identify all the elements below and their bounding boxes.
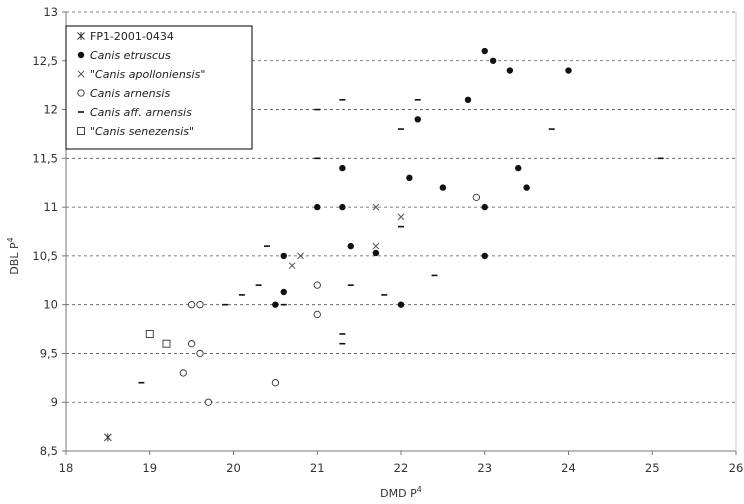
legend-label-3: Canis arnensis (90, 87, 170, 100)
data-point-series-1 (481, 47, 488, 55)
data-point-series-3 (472, 193, 481, 202)
data-point-series-2 (372, 203, 380, 211)
legend-marker-2 (77, 70, 85, 78)
legend-marker-3 (77, 89, 85, 97)
x-tick-label: 22 (394, 461, 409, 475)
legend-label-0: FP1-2001-0434 (90, 30, 174, 43)
y-tick-label: 13 (43, 5, 58, 19)
x-tick-label: 26 (729, 461, 744, 475)
data-point-series-3 (187, 340, 196, 348)
legend-marker-0 (77, 32, 85, 40)
legend-label-4: Canis aff. arnensis (90, 106, 192, 119)
data-point-series-5 (145, 329, 154, 338)
data-point-series-1 (414, 116, 421, 123)
legend-marker-5 (77, 127, 85, 135)
data-point-series-1 (347, 242, 354, 250)
x-tick-label: 25 (645, 461, 660, 475)
y-tick-label: 11 (43, 200, 58, 214)
data-points (104, 47, 664, 442)
legend-box (65, 25, 253, 150)
data-point-series-1 (372, 249, 380, 257)
legend: FP1-2001-0434 Canis etruscus "Canis apollo… (65, 25, 253, 150)
grid-lines (66, 11, 736, 403)
x-tick-label: 20 (226, 461, 241, 475)
y-tick-label: 9 (51, 395, 58, 409)
data-point-series-3 (196, 349, 204, 358)
data-point-series-3 (313, 310, 321, 319)
y-axis-title: DBL P4 (6, 237, 21, 274)
y-tick-label: 10 (43, 298, 58, 312)
x-tick-label: 24 (561, 461, 576, 475)
data-point-series-1 (506, 67, 514, 74)
data-point-series-1 (481, 252, 488, 260)
legend-marker-1 (77, 51, 85, 59)
y-tick-label: 11,5 (32, 151, 58, 165)
y-tick-label: 12,5 (32, 54, 58, 68)
data-point-series-1 (272, 301, 279, 308)
data-point-series-1 (314, 203, 321, 211)
y-tick-label: 12 (43, 103, 58, 117)
y-tick-label: 9,5 (40, 346, 58, 360)
x-tick-label: 19 (142, 461, 157, 475)
data-point-series-1 (523, 184, 530, 191)
data-point-series-3 (179, 369, 187, 377)
legend-label-1: Canis etruscus (90, 49, 171, 62)
x-axis-title: DMD P4 (380, 485, 422, 500)
data-point-series-3 (187, 301, 196, 309)
data-point-series-2 (397, 213, 405, 221)
legend-label-5: "Canis senezensis" (90, 125, 194, 138)
data-point-series-0 (104, 433, 112, 442)
data-point-series-1 (439, 184, 447, 191)
data-point-series-1 (280, 252, 287, 260)
data-point-series-1 (481, 203, 488, 211)
data-point-series-2 (372, 242, 380, 250)
data-point-series-5 (162, 339, 171, 348)
data-point-series-2 (297, 252, 304, 260)
data-point-series-3 (271, 379, 280, 387)
data-point-series-1 (280, 288, 287, 296)
data-point-series-1 (515, 164, 522, 172)
data-point-series-2 (288, 262, 296, 269)
data-point-series-3 (313, 281, 321, 289)
data-point-series-1 (464, 96, 472, 104)
y-tick-label: 8,5 (40, 444, 58, 458)
y-tick-label: 10,5 (32, 249, 58, 263)
x-tick-label: 18 (59, 461, 74, 475)
tick-labels: 18 19 20 21 22 23 24 25 26 8,5 9 9,5 10 10,5 11 11,5 12 1… (32, 5, 743, 475)
data-point-series-1 (406, 174, 413, 182)
data-point-series-1 (339, 203, 346, 211)
legend-label-2: "Canis apolloniensis" (90, 68, 205, 81)
legend-items: FP1-2001-0434 Canis etruscus "Canis apollo… (77, 30, 205, 138)
data-point-series-3 (196, 301, 204, 309)
data-point-series-1 (339, 164, 346, 172)
data-point-series-3 (204, 398, 213, 406)
x-tick-label: 21 (310, 461, 325, 475)
data-point-series-1 (397, 301, 405, 308)
data-point-series-1 (489, 57, 497, 64)
data-point-series-1 (565, 67, 572, 74)
x-tick-label: 23 (477, 461, 492, 475)
